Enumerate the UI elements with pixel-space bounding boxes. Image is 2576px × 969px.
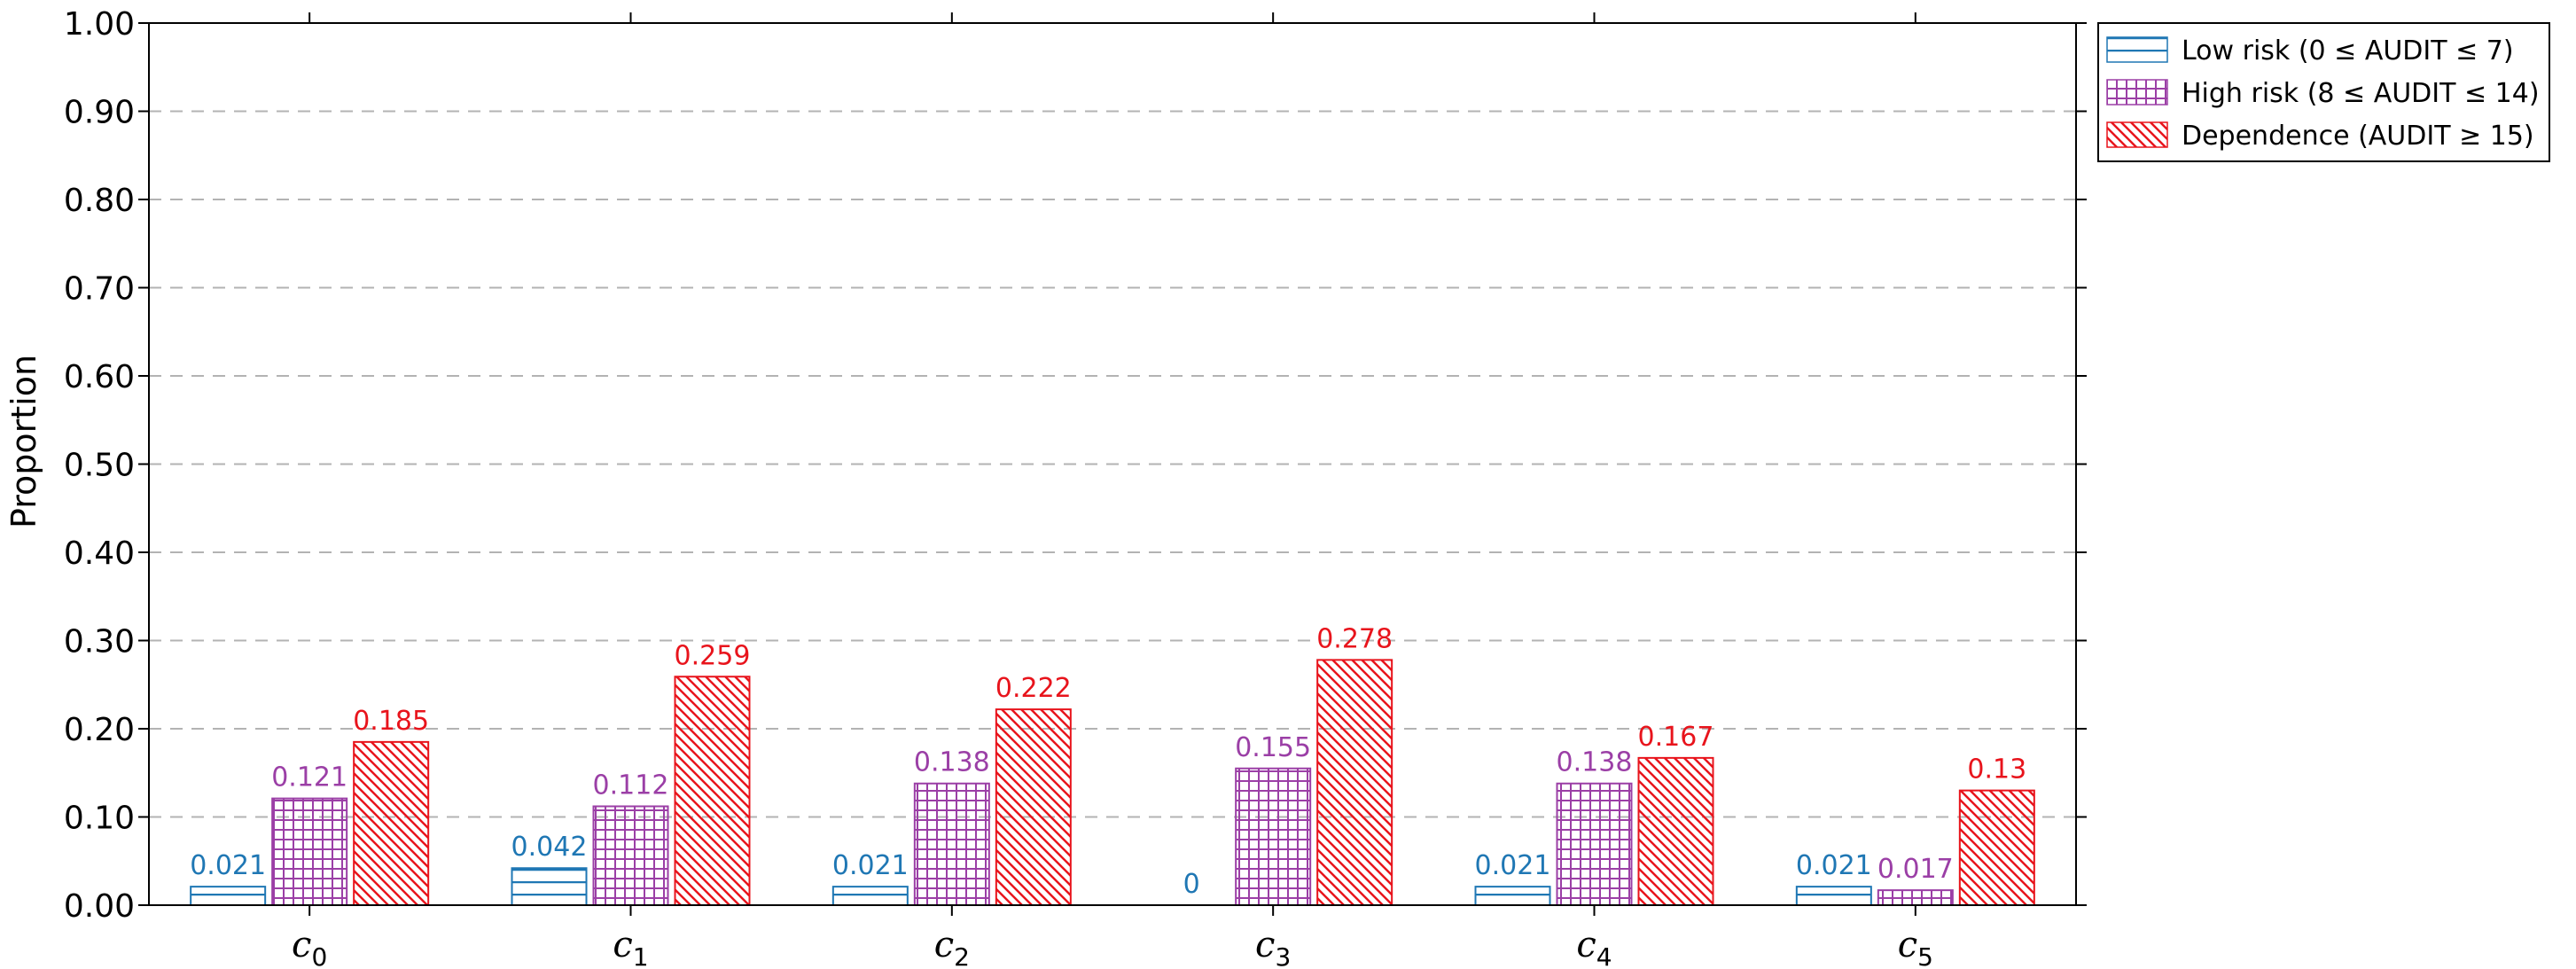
y-tick-label: 0.30: [64, 624, 135, 660]
bar: [511, 868, 587, 905]
bar-outline: [1795, 886, 1872, 905]
bar: [832, 887, 908, 905]
bar-outline: [831, 886, 909, 905]
y-tick-label: 0.70: [64, 271, 135, 308]
data-label: 0.222: [995, 673, 1072, 704]
legend-swatch: [2107, 122, 2167, 147]
bar-outline: [271, 797, 348, 905]
x-tick-label: c2: [934, 925, 970, 969]
data-label: 0.112: [593, 770, 669, 801]
bar-outline: [1316, 659, 1393, 905]
bar: [1236, 768, 1311, 905]
bar: [272, 798, 347, 905]
data-label: 0.121: [271, 762, 347, 793]
bar: [1638, 757, 1713, 905]
legend[interactable]: Low risk (0 ≤ AUDIT ≤ 7) High risk (8 ≤ A…: [2097, 22, 2550, 162]
data-label: 0.021: [832, 850, 909, 881]
bar: [1877, 890, 1953, 905]
legend-swatch-border: [2106, 79, 2168, 105]
data-label: 0.021: [1796, 850, 1872, 881]
bar-outline: [674, 676, 751, 905]
bar: [593, 806, 668, 905]
bar: [995, 709, 1071, 905]
x-tick-label: c5: [1898, 925, 1933, 969]
x-tick-label: c3: [1255, 925, 1291, 969]
bar-outline: [1877, 889, 1954, 905]
bar: [914, 783, 989, 905]
legend-box: [2097, 22, 2550, 162]
x-tick-label: c4: [1576, 925, 1612, 969]
bar-outline: [1958, 789, 2035, 905]
bar-outline: [995, 708, 1072, 905]
y-tick-label: 0.00: [64, 888, 135, 925]
plot-frame: [148, 22, 2077, 906]
bar-outline: [190, 886, 267, 905]
data-label: 0.185: [353, 706, 429, 737]
y-axis-title: Proportion: [4, 355, 43, 528]
data-label: 0.017: [1877, 854, 1954, 885]
bar-outline: [1474, 886, 1551, 905]
y-tick-label: 0.10: [64, 801, 135, 837]
axes: 0.00 0.10 0.20 0.30 0.40 0.50 0.60 0.70 0.80 0.90…: [64, 6, 2087, 969]
data-label: 0.259: [675, 640, 751, 671]
legend-label: Low risk (0 ≤ AUDIT ≤ 7): [2182, 35, 2514, 66]
legend-swatch: [2107, 37, 2167, 62]
data-label: 0.278: [1316, 623, 1393, 654]
legend-swatch-border: [2106, 36, 2168, 63]
bar-outline: [592, 805, 669, 905]
bar: [191, 887, 266, 905]
x-tick-label: c1: [613, 925, 648, 969]
y-tick-label: 0.60: [64, 359, 135, 395]
bar: [1317, 660, 1393, 905]
data-label: 0.13: [1967, 754, 2026, 785]
y-tick-label: 0.40: [64, 535, 135, 572]
bar: [1796, 887, 1871, 905]
bar-outline: [1637, 756, 1714, 905]
bar: [1475, 887, 1550, 905]
bars: [190, 659, 2035, 905]
bar: [1557, 783, 1632, 905]
y-tick-label: 1.00: [64, 6, 135, 43]
legend-label: Dependence (AUDIT ≥ 15): [2182, 121, 2534, 152]
bar: [354, 741, 429, 905]
legend-swatch: [2107, 80, 2167, 105]
y-tick-label: 0.20: [64, 712, 135, 748]
data-label: 0.155: [1235, 732, 1311, 763]
y-tick-label: 0.80: [64, 183, 135, 219]
bar-outline: [1556, 782, 1633, 905]
data-label: 0.138: [1557, 747, 1633, 778]
y-tick-label: 0.90: [64, 95, 135, 131]
bar-outline: [1235, 767, 1312, 905]
data-label: 0.021: [190, 850, 266, 881]
data-label: 0.138: [914, 747, 990, 778]
data-label: 0.042: [511, 832, 588, 863]
bar-outline: [353, 740, 430, 905]
legend-label: High risk (8 ≤ AUDIT ≤ 14): [2182, 78, 2540, 109]
data-label: 0.167: [1638, 722, 1714, 753]
bar: [675, 676, 750, 905]
gridlines: [149, 110, 2076, 818]
y-tick-label: 0.50: [64, 448, 135, 484]
legend-swatch-border: [2106, 121, 2168, 148]
x-tick-label: c0: [292, 925, 327, 969]
bar-outline: [511, 867, 588, 905]
data-label: 0.021: [1475, 850, 1551, 881]
data-label: 0: [1183, 869, 1200, 900]
bar-outline: [913, 782, 990, 905]
bar: [1959, 790, 2034, 905]
